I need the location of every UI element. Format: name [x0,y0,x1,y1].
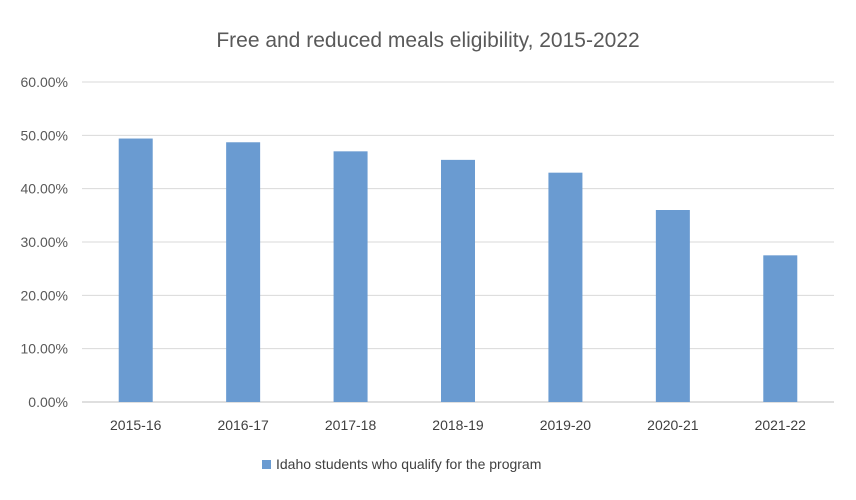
x-tick-label: 2021-22 [755,417,807,433]
x-tick-label: 2015-16 [110,417,162,433]
y-tick-label: 0.00% [28,394,68,410]
y-tick-label: 10.00% [21,341,68,357]
bar [548,172,583,402]
x-tick-label: 2019-20 [540,417,592,433]
y-tick-label: 20.00% [21,287,68,303]
x-tick-label: 2016-17 [217,417,269,433]
bar [441,159,475,402]
x-tick-label: 2020-21 [647,417,699,433]
y-tick-label: 60.00% [21,74,68,90]
bar [333,151,368,402]
bar [226,142,261,402]
bar [763,255,798,402]
y-tick-label: 50.00% [21,127,68,143]
x-tick-label: 2017-18 [325,417,377,433]
legend-label: Idaho students who qualify for the progr… [276,456,541,472]
legend-swatch [262,460,271,469]
y-tick-label: 40.00% [21,181,68,197]
chart-title: Free and reduced meals eligibility, 2015… [216,29,639,52]
x-tick-label: 2018-19 [432,417,484,433]
bar [655,210,690,402]
y-tick-label: 30.00% [21,234,68,250]
bar [118,138,153,403]
